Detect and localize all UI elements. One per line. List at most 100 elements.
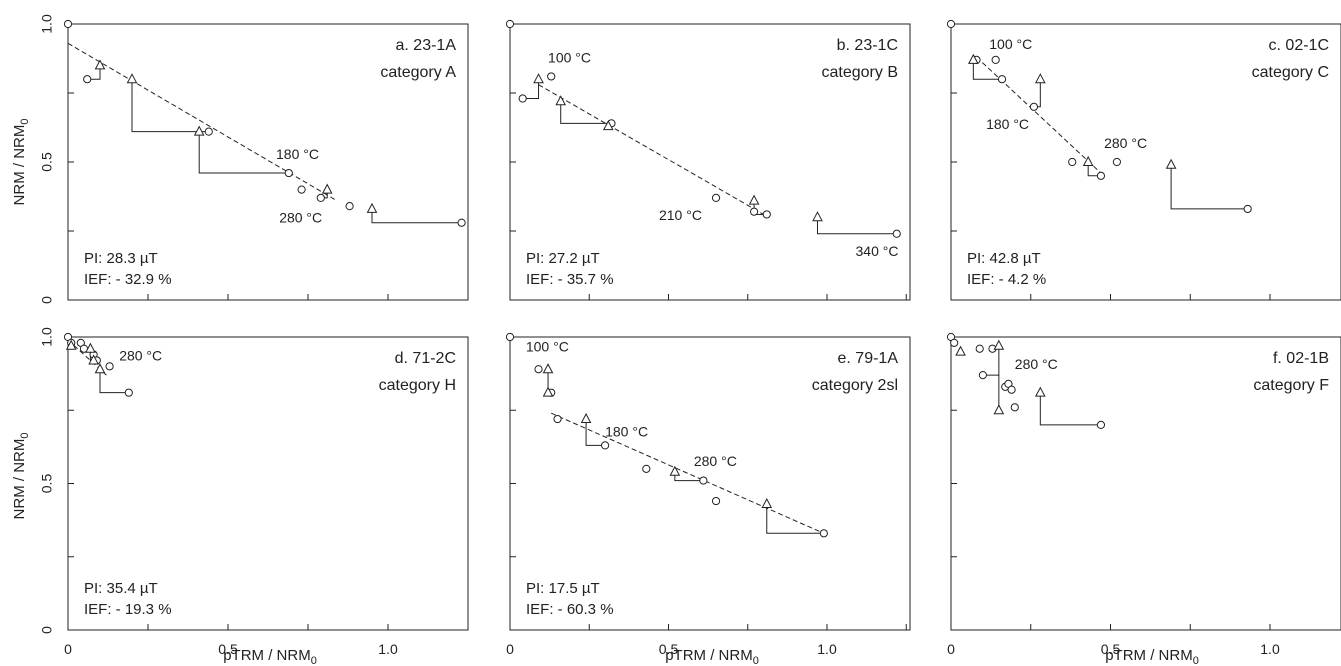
panel-e-data-point bbox=[711, 496, 721, 506]
panel-a-fit-line bbox=[67, 42, 338, 202]
panel-c-ptrm-check bbox=[1165, 158, 1177, 169]
panel-b-data-point bbox=[518, 94, 527, 103]
panel-e-ief: IEF: - 60.3 % bbox=[526, 601, 614, 618]
x-axis-label-2: pTRM / NRM0 bbox=[665, 647, 759, 666]
panel-f-title: f. 02-1B bbox=[1273, 350, 1329, 367]
panel-e-ptrm-check bbox=[580, 412, 592, 424]
panel-b-ief: IEF: - 35.7 % bbox=[526, 271, 614, 288]
panel-c-fit-line bbox=[976, 56, 1102, 174]
panel-f-xtick-label: 0.5 bbox=[1101, 641, 1121, 657]
panel-d-ptrm-check bbox=[94, 363, 106, 374]
panel-e-category: category 2sl bbox=[812, 377, 898, 394]
panel-c-ptrm-check-line bbox=[1170, 164, 1248, 210]
panel-a-title: a. 23-1A bbox=[396, 37, 457, 54]
panel-f-data-point bbox=[1096, 420, 1106, 429]
panel-f-data-point bbox=[1010, 403, 1019, 412]
panel-a-data-point bbox=[83, 75, 92, 84]
panel-a-data-point bbox=[284, 168, 293, 178]
panel-a-ief: IEF: - 32.9 % bbox=[84, 271, 172, 288]
panel-d: 0 0.5 1.0 0 0.5 1.0 280 °C d. 71-2C category H PI… bbox=[39, 327, 469, 657]
panel-b-fit-line bbox=[538, 84, 764, 215]
panel-d-ief: IEF: - 19.3 % bbox=[84, 601, 172, 618]
panel-e-data-point bbox=[699, 476, 708, 485]
panel-d-ptrm-check bbox=[88, 354, 99, 365]
panel-e-ptrm-check-line bbox=[766, 504, 824, 534]
panel-e-data-point bbox=[553, 414, 562, 424]
panel-b-data-point bbox=[749, 207, 759, 216]
panel-b-ptrm-check bbox=[555, 95, 567, 106]
panel-e-ptrm-check bbox=[542, 363, 554, 374]
panel-c-data-point bbox=[1029, 102, 1039, 111]
panel-d-ptrm-check-line bbox=[99, 369, 129, 394]
panel-a-ptrm-check-line bbox=[87, 65, 101, 80]
panel-c-category: category C bbox=[1252, 64, 1329, 81]
panel-b-ptrm-check bbox=[602, 120, 614, 131]
panel-e-data-point bbox=[505, 332, 515, 342]
panel-a-ptrm-check bbox=[94, 59, 106, 70]
panel-c-ptrm-check bbox=[967, 53, 979, 64]
panel-b-temp-annotation: 100 °C bbox=[548, 50, 591, 66]
panel-d-ytick-label: 1.0 bbox=[39, 327, 55, 347]
panel-c-ptrm-check-line bbox=[1087, 162, 1101, 177]
panel-d-category: category H bbox=[379, 377, 456, 394]
panel-f-category: category F bbox=[1253, 377, 1329, 394]
panel-e-fit-line bbox=[551, 412, 825, 534]
panel-a-temp-annotation: 280 °C bbox=[279, 210, 322, 226]
panel-e-temp-annotation: 280 °C bbox=[694, 453, 737, 469]
panel-c-data-point bbox=[991, 55, 1000, 64]
panel-a-ytick-label: 1.0 bbox=[39, 14, 55, 34]
panel-e-ptrm-check bbox=[761, 497, 773, 509]
panel-b-pi: PI: 27.2 µT bbox=[526, 250, 600, 267]
panel-b-data-point bbox=[711, 193, 721, 202]
panel-a-data-point bbox=[316, 193, 325, 202]
panel-e-ptrm-check bbox=[542, 386, 554, 397]
panel-b-temp-annotation: 210 °C bbox=[659, 207, 702, 223]
panel-b-category: category B bbox=[822, 64, 898, 81]
y-axis-label-2: NRM / NRM0 bbox=[11, 433, 31, 520]
panel-a-data-point bbox=[204, 127, 213, 136]
x-axis-label-1: pTRM / NRM0 bbox=[223, 647, 317, 666]
panel-e-title: e. 79-1A bbox=[838, 350, 899, 367]
panel-a-data-point bbox=[345, 202, 354, 211]
panel-f-ptrm-check bbox=[993, 339, 1005, 350]
x-axis-label-3: pTRM / NRM0 bbox=[1105, 647, 1199, 666]
panel-c-ptrm-check bbox=[1082, 155, 1094, 166]
panel-e-data-point bbox=[642, 464, 651, 473]
panel-f-xtick-label: 1.0 bbox=[1260, 641, 1280, 657]
panel-e-pi: PI: 17.5 µT bbox=[526, 580, 600, 597]
panel-e-ptrm-check-line bbox=[674, 471, 704, 482]
panel-a-temp-annotation: 180 °C bbox=[276, 146, 319, 162]
panel-c-data-point bbox=[1112, 157, 1121, 167]
panel-b-title: b. 23-1C bbox=[837, 37, 898, 54]
panel-c-temp-annotation: 100 °C bbox=[989, 36, 1032, 52]
panel-c-data-point bbox=[997, 75, 1007, 84]
panel-a-data-point bbox=[63, 19, 73, 29]
panel-e-data-point bbox=[534, 365, 543, 374]
panel-a-ptrm-check bbox=[366, 202, 378, 213]
panel-d-ptrm-check bbox=[65, 339, 77, 350]
panel-f-ptrm-check bbox=[993, 404, 1005, 415]
panel-a: 0 0.5 1.0 180 °C 280 °C a. 23-1A category A PI:… bbox=[39, 14, 469, 304]
panel-f-data-point bbox=[978, 370, 988, 380]
panel-a-ytick-label: 0 bbox=[39, 296, 55, 304]
panel-a-data-point bbox=[297, 185, 306, 194]
panel-a-ptrm-check bbox=[193, 125, 205, 136]
panel-d-title: d. 71-2C bbox=[395, 350, 456, 367]
panel-a-ptrm-check bbox=[321, 183, 333, 194]
panel-d-pi: PI: 35.4 µT bbox=[84, 580, 158, 597]
panel-a-ptrm-check bbox=[126, 73, 138, 84]
panel-e-xtick-label: 0 bbox=[506, 641, 514, 657]
panel-b-ptrm-check-line bbox=[522, 79, 540, 100]
panel-a-ptrm-check-line bbox=[198, 131, 289, 174]
panel-d-data-point bbox=[124, 388, 133, 397]
panel-e-xtick-label: 0.5 bbox=[659, 641, 679, 657]
panel-d-xtick-label: 1.0 bbox=[378, 641, 398, 657]
panel-c-title: c. 02-1C bbox=[1269, 37, 1329, 54]
panel-e-data-point bbox=[819, 529, 828, 538]
panel-b-ptrm-check-line bbox=[816, 217, 897, 235]
panel-c-ief: IEF: - 4.2 % bbox=[967, 271, 1046, 288]
